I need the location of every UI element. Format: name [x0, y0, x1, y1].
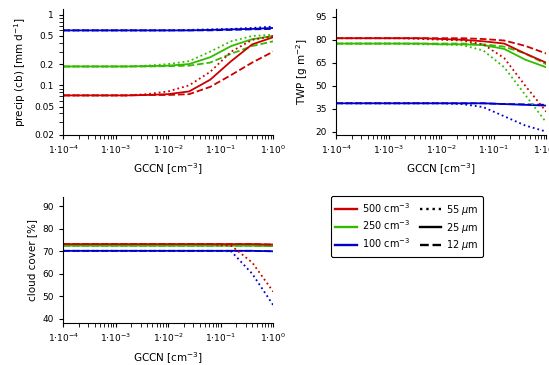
X-axis label: GCCN [cm$^{-3}$]: GCCN [cm$^{-3}$] — [133, 162, 203, 177]
Y-axis label: precip (cb) [mm d$^{-1}$]: precip (cb) [mm d$^{-1}$] — [13, 17, 29, 127]
Y-axis label: TWP [g m$^{-2}$]: TWP [g m$^{-2}$] — [294, 39, 310, 105]
Y-axis label: cloud cover [%]: cloud cover [%] — [27, 219, 37, 301]
X-axis label: GCCN [cm$^{-3}$]: GCCN [cm$^{-3}$] — [406, 162, 476, 177]
X-axis label: GCCN [cm$^{-3}$]: GCCN [cm$^{-3}$] — [133, 350, 203, 365]
Legend: 500 cm$^{-3}$, 250 cm$^{-3}$, 100 cm$^{-3}$, 55 $\mu$m, 25 $\mu$m, 12 $\mu$m: 500 cm$^{-3}$, 250 cm$^{-3}$, 100 cm$^{-… — [330, 196, 483, 257]
